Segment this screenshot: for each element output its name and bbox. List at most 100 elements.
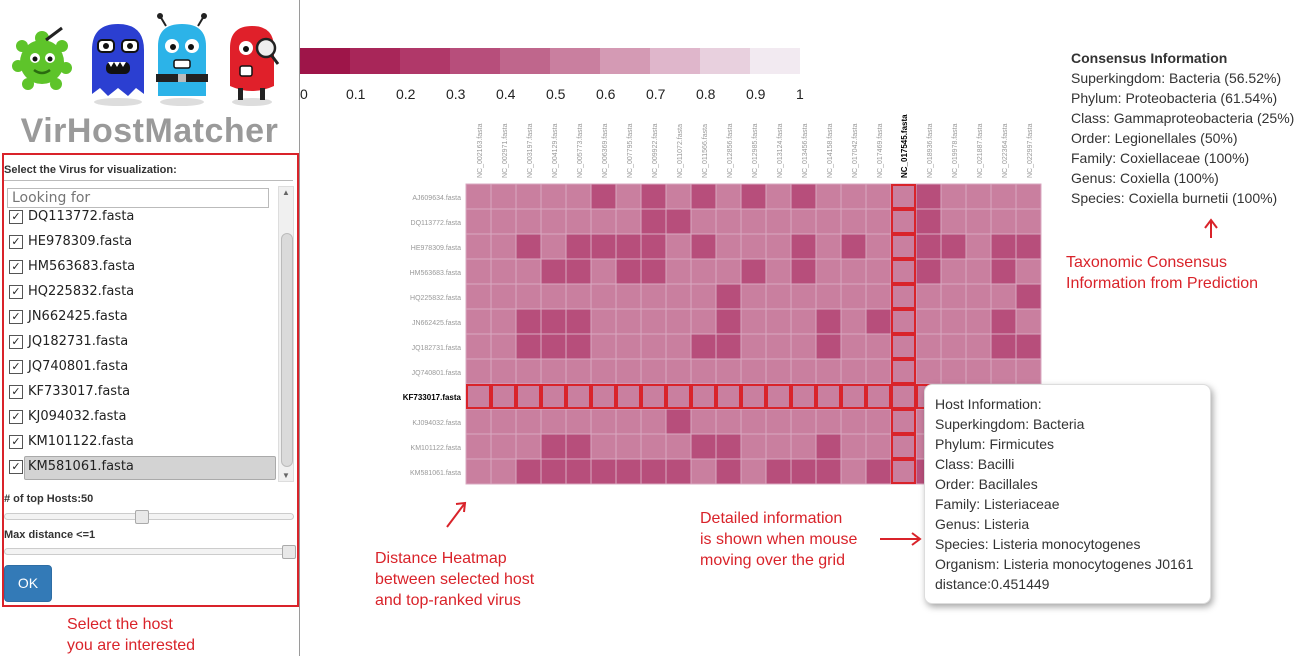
heatmap-cell[interactable] <box>590 433 617 460</box>
heatmap-cell[interactable] <box>515 183 542 210</box>
heatmap-cell[interactable] <box>765 358 792 385</box>
heatmap-cell[interactable] <box>465 433 492 460</box>
heatmap-cell[interactable] <box>965 333 992 360</box>
heatmap-cell[interactable] <box>590 458 617 485</box>
search-input[interactable] <box>7 188 269 208</box>
heatmap-cell[interactable] <box>515 358 542 385</box>
heatmap-cell[interactable] <box>1015 308 1042 335</box>
checkbox[interactable]: ✓ <box>9 235 23 249</box>
checkbox[interactable]: ✓ <box>9 460 23 474</box>
heatmap-cell[interactable] <box>465 283 492 310</box>
heatmap-cell[interactable] <box>590 258 617 285</box>
checkbox[interactable]: ✓ <box>9 360 23 374</box>
heatmap-cell[interactable] <box>515 458 542 485</box>
heatmap-cell[interactable] <box>540 308 567 335</box>
heatmap-cell[interactable] <box>840 333 867 360</box>
heatmap-cell[interactable] <box>740 433 767 460</box>
heatmap-cell[interactable] <box>715 258 742 285</box>
scroll-thumb[interactable] <box>281 233 293 467</box>
heatmap-cell[interactable] <box>1015 233 1042 260</box>
list-item[interactable]: ✓ HE978309.fasta <box>6 231 276 253</box>
checkbox[interactable]: ✓ <box>9 285 23 299</box>
heatmap-cell[interactable] <box>665 308 692 335</box>
heatmap-cell[interactable] <box>690 308 717 335</box>
heatmap-cell[interactable] <box>690 333 717 360</box>
heatmap-cell[interactable] <box>665 233 692 260</box>
heatmap-cell[interactable] <box>990 358 1017 385</box>
heatmap-cell[interactable] <box>765 208 792 235</box>
heatmap-cell[interactable] <box>865 183 892 210</box>
heatmap-cell[interactable] <box>490 458 517 485</box>
list-item[interactable]: ✓ HM563683.fasta <box>6 256 276 278</box>
heatmap-cell[interactable] <box>465 233 492 260</box>
ok-button[interactable]: OK <box>4 565 52 602</box>
heatmap-cell[interactable] <box>540 283 567 310</box>
heatmap-cell[interactable] <box>965 308 992 335</box>
heatmap-cell[interactable] <box>665 183 692 210</box>
checkbox[interactable]: ✓ <box>9 435 23 449</box>
heatmap-cell[interactable] <box>865 408 892 435</box>
scroll-down-icon[interactable]: ▼ <box>282 471 290 480</box>
heatmap-cell[interactable] <box>940 358 967 385</box>
checkbox[interactable]: ✓ <box>9 310 23 324</box>
top-hosts-slider-handle[interactable] <box>134 510 149 524</box>
heatmap-cell[interactable] <box>665 333 692 360</box>
heatmap-cell[interactable] <box>815 383 842 410</box>
heatmap-cell[interactable] <box>865 233 892 260</box>
heatmap-cell[interactable] <box>665 208 692 235</box>
heatmap-cell[interactable] <box>790 283 817 310</box>
heatmap-cell[interactable] <box>715 233 742 260</box>
heatmap-cell[interactable] <box>815 308 842 335</box>
heatmap-cell[interactable] <box>565 183 592 210</box>
heatmap-cell[interactable] <box>940 233 967 260</box>
list-item[interactable]: ✓ JN662425.fasta <box>6 306 276 328</box>
heatmap-cell[interactable] <box>665 383 692 410</box>
heatmap-cell[interactable] <box>565 408 592 435</box>
heatmap-cell[interactable] <box>865 258 892 285</box>
heatmap-cell[interactable] <box>690 258 717 285</box>
heatmap-cell[interactable] <box>790 458 817 485</box>
heatmap-cell[interactable] <box>765 458 792 485</box>
heatmap-cell[interactable] <box>590 183 617 210</box>
list-item[interactable]: ✓ KJ094032.fasta <box>6 406 276 428</box>
heatmap-cell[interactable] <box>615 183 642 210</box>
heatmap-cell[interactable] <box>890 433 917 460</box>
list-scrollbar[interactable]: ▲ ▼ <box>278 186 294 482</box>
top-hosts-slider[interactable] <box>4 513 294 520</box>
checkbox[interactable]: ✓ <box>9 210 23 224</box>
heatmap-cell[interactable] <box>940 308 967 335</box>
heatmap-cell[interactable] <box>590 358 617 385</box>
heatmap-cell[interactable] <box>865 283 892 310</box>
checkbox[interactable]: ✓ <box>9 385 23 399</box>
heatmap-cell[interactable] <box>740 283 767 310</box>
heatmap-cell[interactable] <box>865 333 892 360</box>
heatmap-cell[interactable] <box>815 183 842 210</box>
heatmap-cell[interactable] <box>1015 258 1042 285</box>
heatmap-cell[interactable] <box>665 458 692 485</box>
heatmap-cell[interactable] <box>490 208 517 235</box>
heatmap-cell[interactable] <box>565 208 592 235</box>
heatmap-cell[interactable] <box>590 233 617 260</box>
heatmap-cell[interactable] <box>615 208 642 235</box>
heatmap-cell[interactable] <box>715 183 742 210</box>
checkbox[interactable]: ✓ <box>9 260 23 274</box>
heatmap-cell[interactable] <box>565 433 592 460</box>
heatmap-cell[interactable] <box>790 183 817 210</box>
heatmap-cell[interactable] <box>490 433 517 460</box>
heatmap-cell[interactable] <box>640 383 667 410</box>
heatmap-cell[interactable] <box>615 458 642 485</box>
checkbox[interactable]: ✓ <box>9 335 23 349</box>
heatmap-cell[interactable] <box>615 433 642 460</box>
heatmap-cell[interactable] <box>715 458 742 485</box>
heatmap-cell[interactable] <box>540 458 567 485</box>
heatmap-cell[interactable] <box>515 283 542 310</box>
heatmap-cell[interactable] <box>490 333 517 360</box>
heatmap-cell[interactable] <box>640 308 667 335</box>
heatmap-cell[interactable] <box>765 183 792 210</box>
heatmap-cell[interactable] <box>565 333 592 360</box>
max-distance-slider-handle[interactable] <box>282 545 296 559</box>
heatmap-cell[interactable] <box>1015 283 1042 310</box>
heatmap-cell[interactable] <box>590 283 617 310</box>
heatmap-cell[interactable] <box>790 308 817 335</box>
heatmap-cell[interactable] <box>790 208 817 235</box>
